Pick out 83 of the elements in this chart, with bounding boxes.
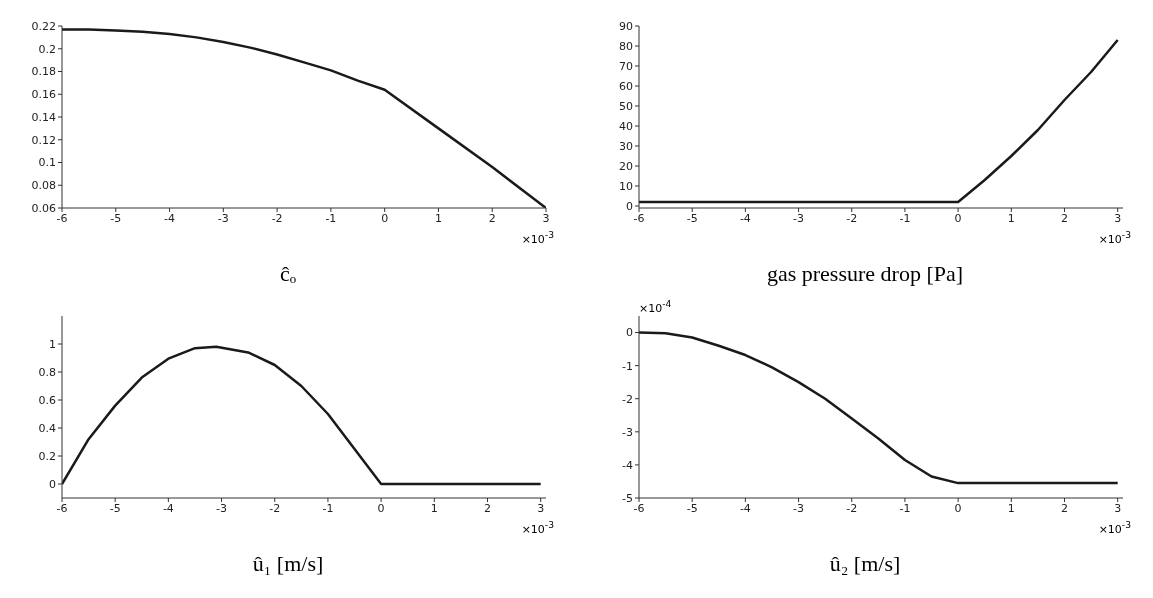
x-tick-label: -6 — [633, 501, 645, 515]
x-tick-label: -3 — [793, 211, 805, 225]
x-tick-label: 0 — [954, 211, 962, 225]
y-tick-label: 0.2 — [38, 42, 56, 56]
x-axis-title: gas pressure drop [Pa] — [765, 261, 965, 287]
y-tick-label: -2 — [622, 392, 633, 406]
x-tick-label: 3 — [537, 501, 545, 515]
y-tick-label: 0.16 — [31, 88, 56, 102]
y-tick-label: 0.6 — [38, 393, 56, 407]
x-tick-label: 1 — [430, 501, 438, 515]
x-tick-label: -1 — [899, 211, 911, 225]
x-tick-label: 2 — [1060, 501, 1068, 515]
x-tick-label: -5 — [686, 211, 698, 225]
x-tick-label: -6 — [56, 211, 68, 225]
y-tick-label: 20 — [619, 159, 633, 173]
x-tick-label: 2 — [483, 501, 491, 515]
x-axis-title: û₂ [m/s] — [828, 551, 902, 577]
text: ×10$^{-3}$ — [521, 519, 554, 536]
x-tick-label: -3 — [793, 501, 805, 515]
text: ×10$^{-3}$ — [1098, 229, 1131, 246]
text: ×10$^{-4}$ — [639, 298, 672, 315]
x-tick-label: -4 — [162, 501, 174, 515]
x-tick-label: 0 — [954, 501, 962, 515]
y-tick-label: 30 — [619, 139, 633, 153]
x-tick-label: 1 — [1007, 501, 1015, 515]
x-tick-label: -1 — [325, 211, 337, 225]
y-tick-label: 0.18 — [31, 65, 56, 79]
y-tick-label: 0 — [626, 199, 633, 213]
x-tick-label: 3 — [1114, 211, 1122, 225]
y-tick-label: 0.06 — [31, 201, 56, 215]
x-tick-label: -2 — [846, 211, 858, 225]
x-axis-title: û₁ [m/s] — [251, 551, 325, 577]
x-tick-label: -3 — [217, 211, 229, 225]
x-tick-label: -4 — [739, 501, 751, 515]
y-tick-label: 0.1 — [38, 156, 56, 170]
y-tick-label: 10 — [619, 179, 633, 193]
x-tick-label: 0 — [381, 211, 389, 225]
line-series — [639, 38, 1119, 204]
x-tick-label: -5 — [109, 501, 121, 515]
y-tick-label: 0.8 — [38, 365, 56, 379]
x-tick-label: -4 — [739, 211, 751, 225]
y-tick-label: 0.22 — [31, 19, 56, 33]
x-tick-label: 2 — [488, 211, 496, 225]
y-tick-label: 0.14 — [31, 110, 56, 124]
x-tick-label: -5 — [686, 501, 698, 515]
x-tick-label: 2 — [1060, 211, 1068, 225]
y-tick-label: -4 — [622, 458, 633, 472]
x-tick-label: -3 — [216, 501, 228, 515]
x-tick-label: 0 — [377, 501, 385, 515]
x-axis-title: ĉₒ — [278, 261, 298, 287]
y-tick-label: 80 — [619, 39, 633, 53]
x-tick-label: 1 — [1007, 211, 1015, 225]
text: ×10$^{-3}$ — [1098, 519, 1131, 536]
y-tick-label: 0.12 — [31, 133, 56, 147]
x-tick-label: -6 — [633, 211, 645, 225]
x-tick-label: -2 — [269, 501, 281, 515]
x-tick-label: 1 — [434, 211, 442, 225]
y-tick-label: -3 — [622, 425, 633, 439]
y-tick-label: 0.08 — [31, 179, 56, 193]
line-series — [62, 345, 542, 486]
x-tick-label: -6 — [56, 501, 68, 515]
x-tick-label: -5 — [110, 211, 122, 225]
x-tick-label: -1 — [899, 501, 911, 515]
y-tick-label: 70 — [619, 59, 633, 73]
y-tick-label: 1 — [49, 337, 56, 351]
x-tick-label: -1 — [322, 501, 334, 515]
x-tick-label: -4 — [164, 211, 176, 225]
x-tick-label: 3 — [1114, 501, 1122, 515]
y-tick-label: 0 — [49, 477, 56, 491]
x-tick-label: -2 — [846, 501, 858, 515]
text: ×10$^{-3}$ — [521, 229, 554, 246]
y-tick-label: -1 — [622, 359, 633, 373]
x-tick-label: 3 — [542, 211, 550, 225]
y-tick-label: 50 — [619, 99, 633, 113]
y-tick-label: 60 — [619, 79, 633, 93]
line-series — [639, 331, 1119, 485]
y-tick-label: 40 — [619, 119, 633, 133]
y-tick-label: 0.4 — [38, 421, 56, 435]
y-tick-label: -5 — [622, 491, 633, 505]
y-tick-label: 90 — [619, 19, 633, 33]
y-tick-label: 0.2 — [38, 449, 56, 463]
x-tick-label: -2 — [271, 211, 283, 225]
y-tick-label: 0 — [626, 326, 633, 340]
